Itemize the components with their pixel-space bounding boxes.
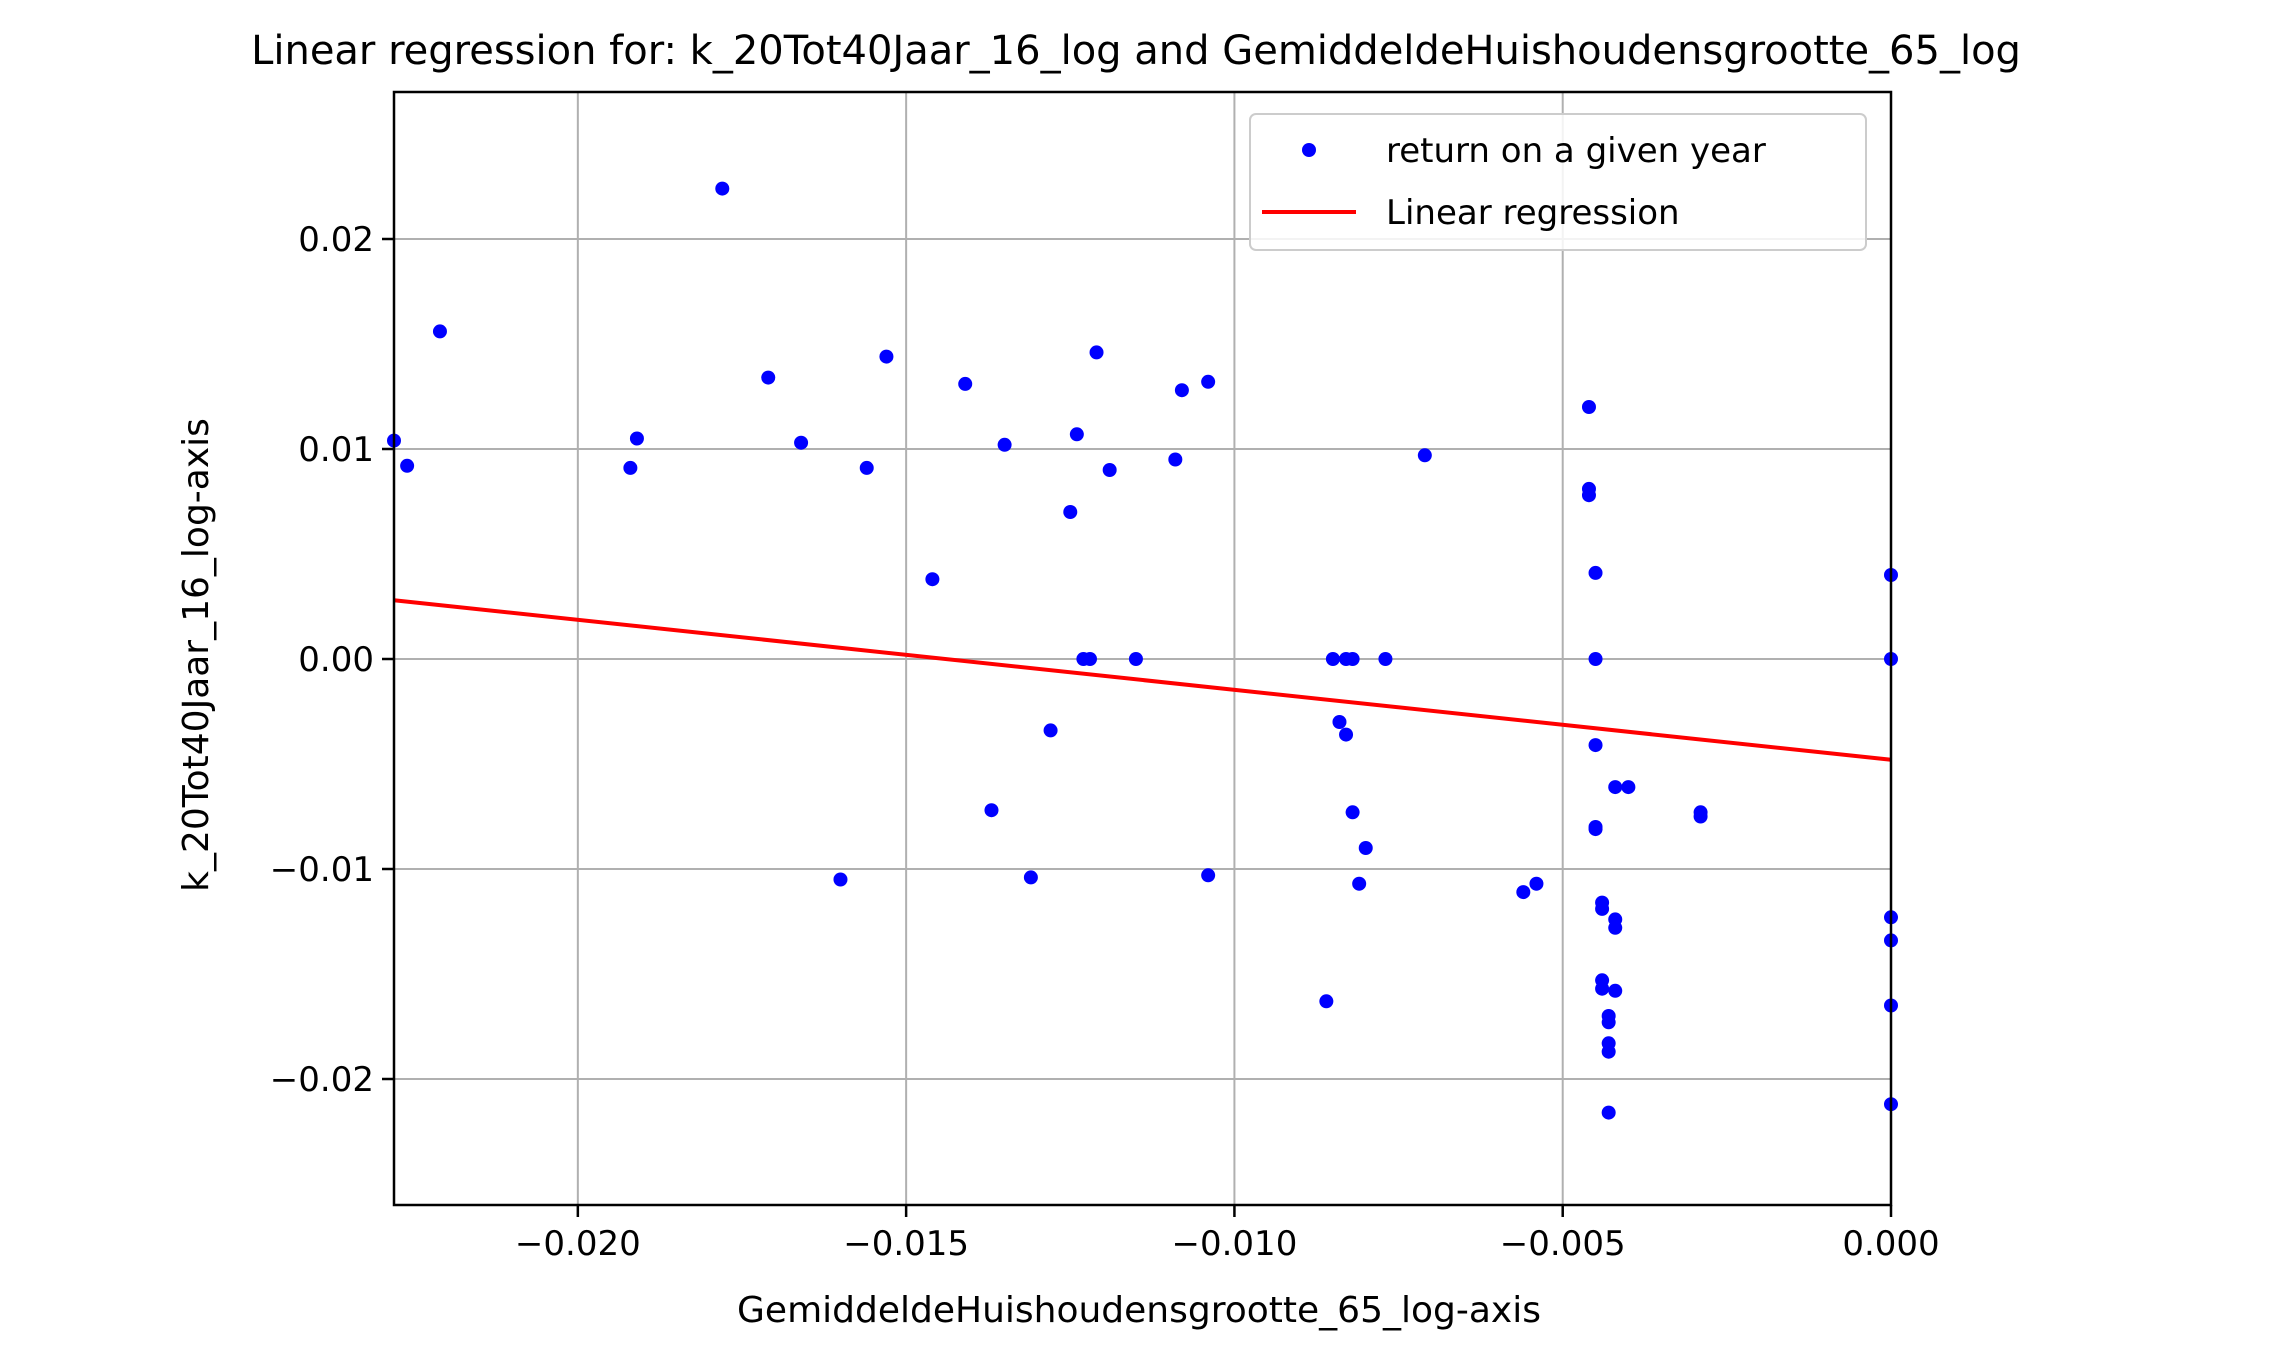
scatter-point-41 bbox=[1581, 400, 1596, 414]
scatter-point-54 bbox=[1601, 1036, 1616, 1051]
scatter-point-29 bbox=[1325, 652, 1340, 666]
legend-marker-scatter bbox=[1302, 143, 1316, 157]
scatter-point-57 bbox=[1601, 1009, 1616, 1023]
legend-label-line: Linear regression bbox=[1386, 193, 1680, 233]
scatter-point-18 bbox=[1069, 427, 1084, 442]
x-tick-label-3: −0.005 bbox=[1500, 1224, 1626, 1264]
scatter-point-52 bbox=[1595, 973, 1610, 988]
scatter-point-48 bbox=[1588, 822, 1603, 837]
x-tick-label-1: −0.015 bbox=[843, 1224, 969, 1264]
plot-area bbox=[387, 181, 1898, 1120]
regression-line bbox=[393, 598, 1892, 762]
scatter-point-7 bbox=[794, 435, 809, 450]
scatter-point-30 bbox=[1332, 715, 1347, 729]
scatter-point-2 bbox=[432, 324, 447, 339]
scatter-point-25 bbox=[1174, 383, 1189, 398]
scatter-point-35 bbox=[1352, 876, 1367, 891]
legend: return on a given year Linear regression bbox=[1249, 113, 1867, 251]
scatter-point-15 bbox=[1023, 870, 1038, 885]
y-tick-label-2: 0.00 bbox=[298, 640, 374, 680]
y-tick-label-0: −0.02 bbox=[270, 1060, 374, 1100]
scatter-point-14 bbox=[997, 437, 1012, 452]
x-tick-label-4: 0.000 bbox=[1842, 1224, 1939, 1264]
legend-label-scatter: return on a given year bbox=[1386, 131, 1766, 171]
scatter-point-8 bbox=[833, 872, 848, 887]
scatter-point-9 bbox=[859, 460, 874, 475]
scatter-point-28 bbox=[1319, 994, 1334, 1009]
scatter-point-46 bbox=[1588, 738, 1603, 753]
scatter-point-45 bbox=[1588, 652, 1603, 666]
scatter-point-10 bbox=[879, 349, 894, 364]
scatter-point-64 bbox=[1693, 805, 1708, 820]
scatter-point-20 bbox=[1082, 652, 1097, 666]
scatter-point-33 bbox=[1345, 805, 1360, 820]
y-axis-label: k_20Tot40Jaar_16_log-axis bbox=[176, 418, 217, 892]
scatter-point-17 bbox=[1063, 505, 1078, 519]
y-tick-label-4: 0.02 bbox=[298, 220, 374, 260]
scatter-point-55 bbox=[1601, 1105, 1616, 1120]
scatter-point-11 bbox=[925, 572, 940, 587]
scatter-point-22 bbox=[1102, 463, 1117, 477]
scatter-point-6 bbox=[761, 370, 776, 385]
scatter-point-3 bbox=[623, 460, 638, 475]
x-tick-label-0: −0.020 bbox=[515, 1224, 641, 1264]
chart-title: Linear regression for: k_20Tot40Jaar_16_… bbox=[251, 28, 2021, 74]
scatter-point-50 bbox=[1595, 895, 1610, 910]
x-axis-label: GemiddeldeHuishoudensgrootte_65_log-axis bbox=[737, 1290, 1541, 1331]
scatter-point-26 bbox=[1201, 374, 1216, 389]
scatter-point-40 bbox=[1529, 876, 1544, 891]
scatter-point-34 bbox=[1345, 652, 1360, 666]
scatter-point-1 bbox=[400, 458, 415, 473]
scatter-point-62 bbox=[1621, 780, 1636, 795]
scatter-point-43 bbox=[1581, 481, 1596, 496]
scatter-point-24 bbox=[1168, 452, 1183, 467]
scatter-point-32 bbox=[1339, 727, 1354, 742]
scatter-point-4 bbox=[629, 431, 644, 446]
scatter-point-38 bbox=[1417, 448, 1432, 463]
scatter-point-39 bbox=[1516, 885, 1531, 900]
x-tick-label-2: −0.010 bbox=[1172, 1224, 1298, 1264]
scatter-point-36 bbox=[1358, 841, 1373, 855]
scatter-point-12 bbox=[958, 376, 973, 391]
scatter-point-27 bbox=[1201, 868, 1216, 883]
scatter-point-23 bbox=[1128, 652, 1143, 666]
scatter-point-60 bbox=[1608, 983, 1623, 998]
axes-frame bbox=[392, 90, 1893, 1207]
scatter-point-13 bbox=[984, 803, 999, 818]
scatter-point-59 bbox=[1608, 912, 1623, 927]
legend-box bbox=[1249, 113, 1867, 251]
scatter-point-5 bbox=[715, 181, 730, 196]
y-tick-label-1: −0.01 bbox=[270, 850, 374, 890]
scatter-point-16 bbox=[1043, 723, 1058, 738]
scatter-point-44 bbox=[1588, 565, 1603, 580]
scatter-point-61 bbox=[1608, 780, 1623, 795]
scatter-point-37 bbox=[1378, 652, 1393, 666]
axes: −0.020 −0.015 −0.010 −0.005 0.000 −0.02 −0.01 0… bbox=[270, 90, 1940, 1264]
y-tick-label-3: 0.01 bbox=[298, 430, 374, 470]
grid bbox=[394, 92, 1892, 1205]
scatter-point-21 bbox=[1089, 345, 1104, 360]
